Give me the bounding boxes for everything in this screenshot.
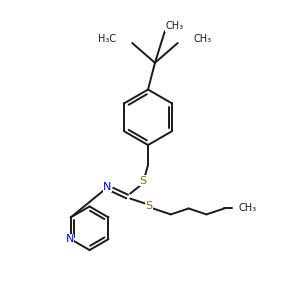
Text: H₃C: H₃C [98,34,116,44]
Text: N: N [103,182,112,192]
Text: S: S [140,176,147,186]
Text: N: N [65,234,74,244]
Text: CH₃: CH₃ [238,203,256,214]
Text: S: S [146,202,153,212]
Text: CH₃: CH₃ [166,21,184,31]
Text: CH₃: CH₃ [194,34,212,44]
